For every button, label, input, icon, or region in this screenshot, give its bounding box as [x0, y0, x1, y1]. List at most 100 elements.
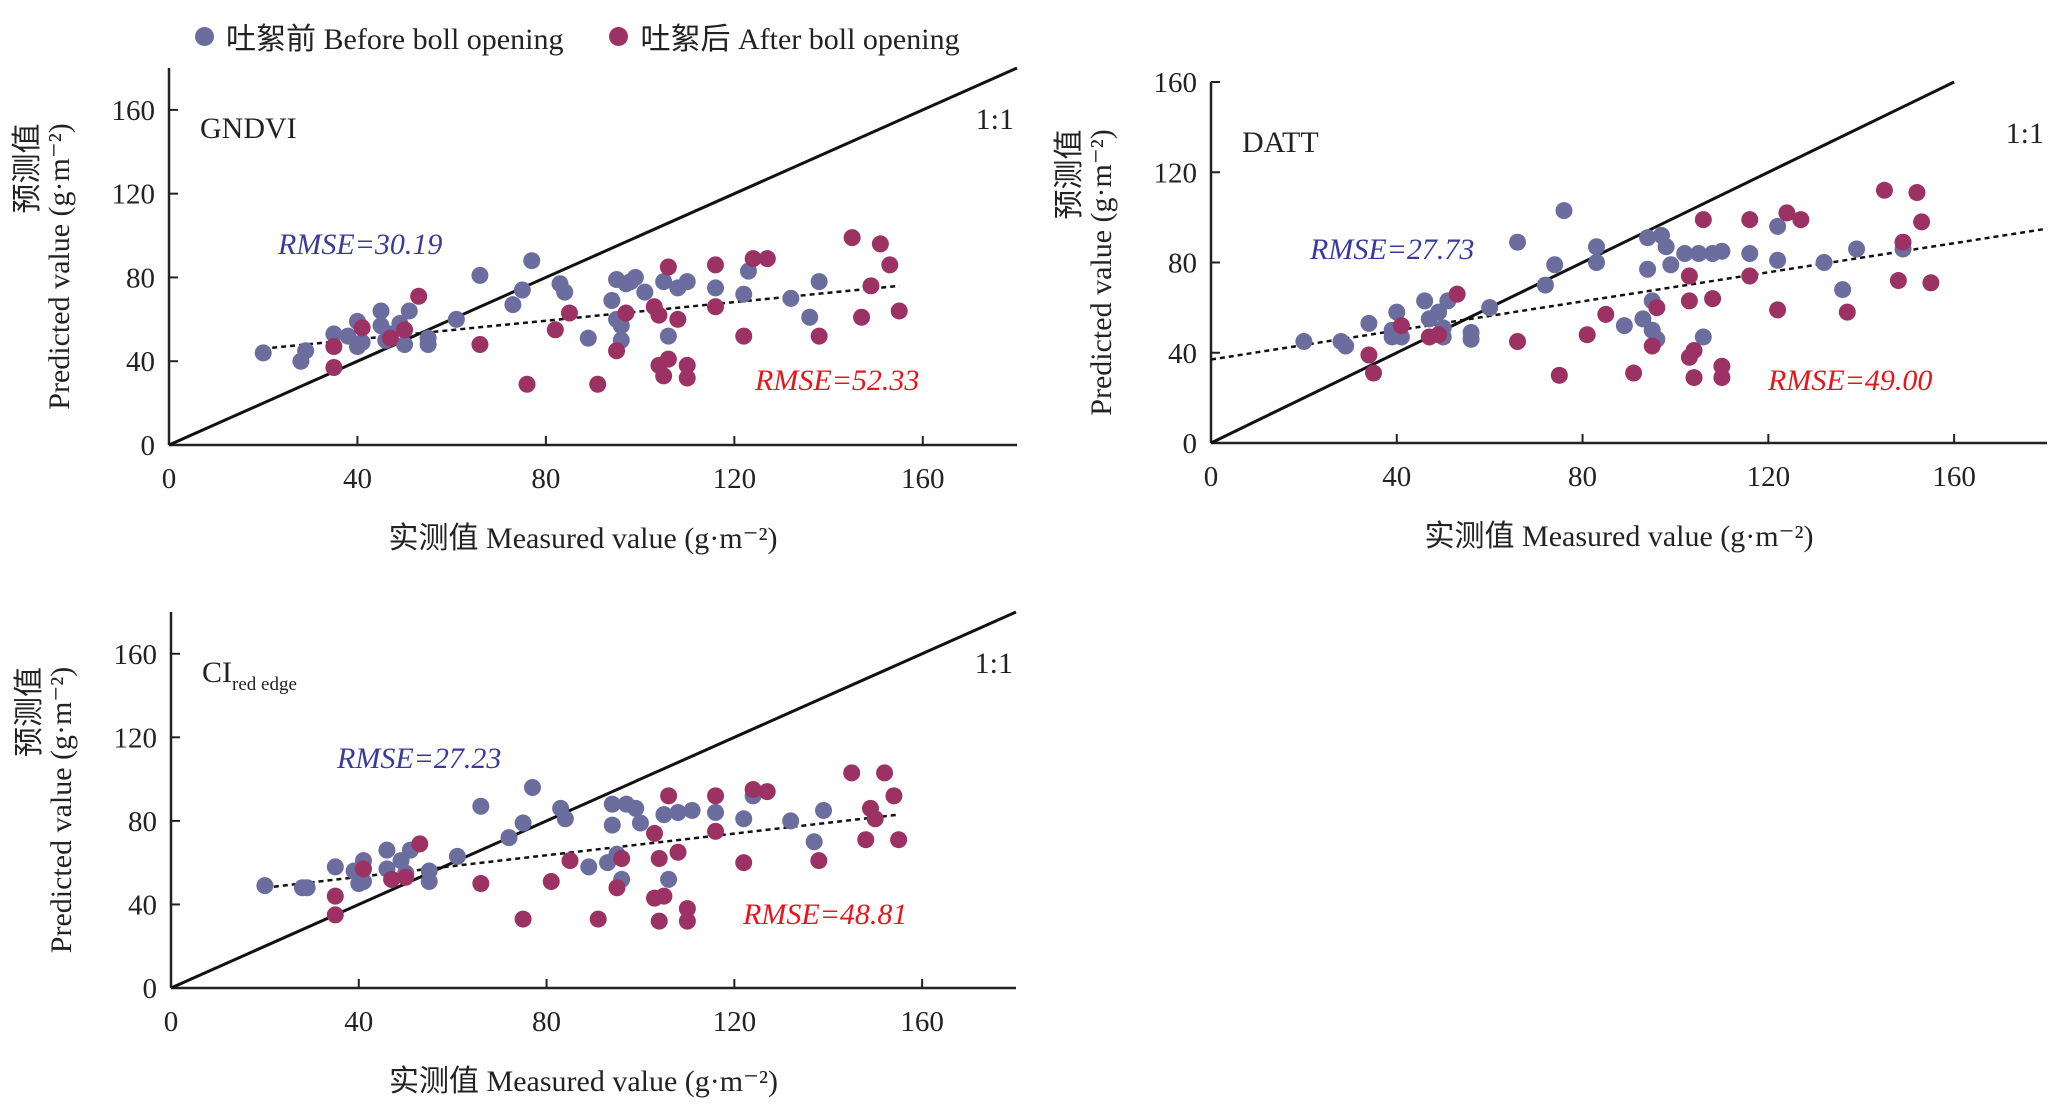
y-tick-label: 160	[114, 639, 158, 671]
point-before	[603, 816, 621, 834]
point-after	[843, 229, 861, 247]
point-after	[514, 910, 532, 928]
point-after	[758, 783, 776, 801]
point-before	[678, 273, 696, 291]
point-after	[810, 852, 828, 870]
point-after	[866, 810, 884, 828]
point-before	[514, 814, 532, 832]
point-before	[655, 806, 673, 824]
legend: 吐絮前 Before boll opening 吐絮后 After boll o…	[195, 14, 1006, 58]
point-after	[397, 868, 415, 886]
point-before	[1834, 281, 1852, 299]
point-after	[1838, 303, 1856, 321]
point-after	[862, 277, 880, 295]
point-after	[1360, 346, 1378, 364]
y-tick-label: 40	[1168, 338, 1197, 370]
point-before	[500, 829, 518, 847]
point-after	[1578, 326, 1596, 344]
point-after	[669, 310, 687, 328]
y-tick-label: 80	[126, 262, 155, 294]
point-before	[1690, 244, 1708, 262]
point-after	[381, 329, 399, 347]
point-before	[513, 281, 531, 299]
chart-0: 0 40 80 120 160 0 40 80 120 160 GNDVI 1:1 RMSE=30.19…	[11, 66, 1018, 555]
y-tick-label: 80	[1168, 248, 1197, 280]
point-after	[857, 831, 875, 849]
point-before	[1769, 251, 1787, 269]
point-after	[518, 375, 536, 393]
rmse-before: RMSE=27.73	[1309, 233, 1474, 266]
point-after	[396, 321, 414, 339]
point-after	[1680, 292, 1698, 310]
point-after	[1680, 267, 1698, 285]
point-before	[580, 858, 598, 876]
point-after	[810, 327, 828, 345]
point-after	[326, 906, 344, 924]
y-tick-label: 120	[112, 179, 156, 211]
x-tick-label: 160	[901, 463, 945, 495]
rmse-before: RMSE=30.19	[277, 228, 442, 261]
x-tick-label: 0	[1204, 461, 1219, 493]
point-after	[1741, 267, 1759, 285]
x-tick-label: 80	[1568, 461, 1597, 493]
point-before	[504, 296, 522, 314]
y-axis-label-cn: 预测值	[11, 124, 44, 214]
point-after	[659, 350, 677, 368]
point-after	[613, 849, 631, 867]
point-after	[646, 824, 664, 842]
point-before	[448, 847, 466, 865]
point-after	[617, 304, 635, 322]
point-before	[1416, 292, 1434, 310]
x-tick-label: 120	[713, 1006, 757, 1038]
point-before	[655, 273, 673, 291]
x-tick-label: 160	[900, 1006, 944, 1038]
legend-label-before: 吐絮前 Before boll opening	[226, 23, 564, 56]
point-after	[325, 359, 343, 377]
point-after	[843, 764, 861, 782]
point-before	[603, 795, 621, 813]
rmse-before: RMSE=27.23	[336, 742, 501, 775]
point-after	[354, 860, 372, 878]
point-after	[678, 900, 696, 918]
point-before	[1713, 242, 1731, 260]
x-tick-label: 80	[532, 1006, 561, 1038]
point-after	[326, 887, 344, 905]
point-before	[298, 879, 316, 897]
point-after	[561, 852, 579, 870]
legend-label-after: 吐絮后 After boll opening	[640, 23, 960, 56]
point-before	[1615, 317, 1633, 335]
y-axis-label: Predicted value (g·m⁻²)	[45, 667, 78, 953]
point-after	[669, 843, 687, 861]
point-after	[881, 256, 899, 274]
point-after	[890, 302, 908, 320]
point-after	[353, 319, 371, 337]
point-after	[1365, 364, 1383, 382]
point-after	[1792, 211, 1810, 229]
y-tick-label: 0	[143, 973, 158, 1005]
point-after	[659, 258, 677, 276]
point-before	[735, 810, 753, 828]
point-after	[1597, 305, 1615, 323]
point-after	[325, 338, 343, 356]
chart-title: GNDVI	[200, 112, 297, 145]
chart-title: CIred edge	[202, 656, 297, 695]
point-after	[410, 287, 428, 305]
y-tick-label: 120	[114, 722, 158, 754]
point-after	[655, 887, 673, 905]
point-after	[1908, 184, 1926, 202]
point-after	[1625, 364, 1643, 382]
point-before	[447, 310, 465, 328]
point-before	[523, 252, 541, 270]
point-before	[254, 344, 272, 362]
point-before	[669, 804, 687, 822]
legend-marker-before	[195, 26, 214, 46]
point-before	[735, 285, 753, 303]
x-tick-label: 40	[1382, 461, 1411, 493]
y-tick-label: 120	[1154, 157, 1198, 189]
one-to-one-label: 1:1	[975, 647, 1013, 680]
point-after	[758, 250, 776, 268]
point-before	[256, 877, 274, 895]
point-after	[735, 854, 753, 872]
point-before	[782, 812, 800, 830]
point-before	[1360, 314, 1378, 332]
